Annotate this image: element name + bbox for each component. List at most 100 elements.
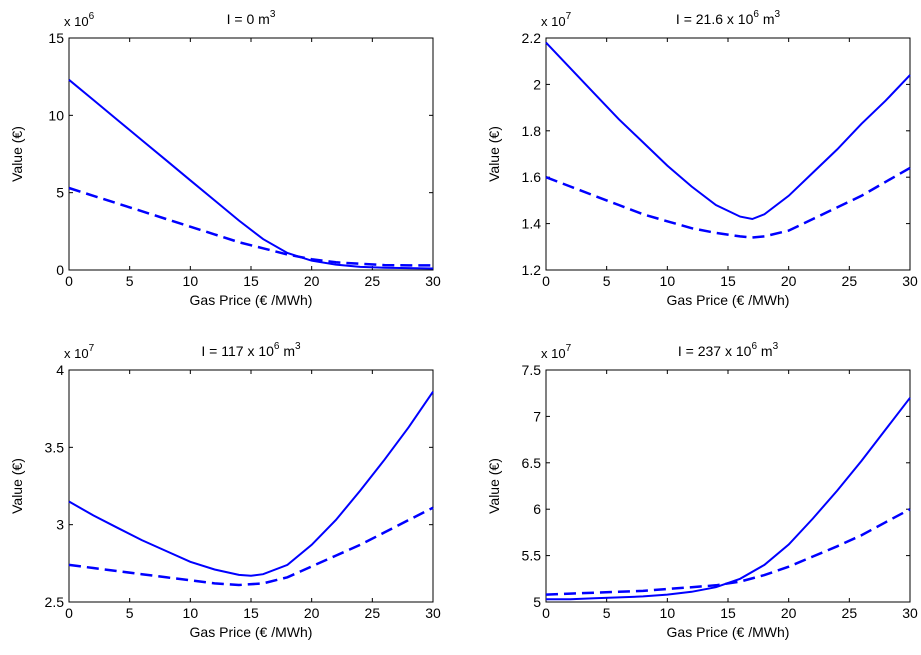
- plot-area: [545, 37, 911, 271]
- y-tick-label: 1.6: [522, 169, 542, 185]
- x-tick-label: 20: [304, 605, 320, 621]
- chart-title-sup: 6: [751, 341, 757, 352]
- x-tick-label: 10: [660, 605, 676, 621]
- y-tick-label: 1.2: [522, 262, 542, 278]
- x-tick-label: 5: [603, 273, 611, 289]
- y-tick-label: 7.5: [522, 362, 542, 378]
- x-tick-label: 0: [65, 605, 73, 621]
- x-tick-label: 25: [842, 605, 858, 621]
- series-line-solid: [545, 41, 911, 221]
- x-tick-label: 10: [660, 273, 676, 289]
- axis-exponent-label: x 107: [541, 343, 572, 361]
- chart-title-suffix: m: [757, 343, 773, 359]
- series-line-solid: [68, 79, 434, 270]
- y-axis-label: Value (€): [486, 458, 502, 514]
- axis-exponent-power: 6: [89, 11, 95, 22]
- axis-exponent-label: x 107: [64, 343, 95, 361]
- x-tick-label: 20: [781, 273, 797, 289]
- x-tick-label: 15: [243, 605, 259, 621]
- plot-area: [68, 37, 434, 271]
- x-tick-label: 0: [65, 273, 73, 289]
- series-line-solid: [68, 391, 434, 577]
- y-axis-label: Value (€): [9, 458, 25, 514]
- x-tick-label: 15: [243, 273, 259, 289]
- y-tick-label: 2: [533, 76, 541, 92]
- axis-exponent-power: 7: [89, 343, 95, 354]
- x-tick-label: 5: [126, 273, 134, 289]
- y-tick-label: 1.4: [522, 216, 542, 232]
- chart-title-suffix: m: [279, 343, 295, 359]
- series-line-dashed: [68, 506, 434, 587]
- x-tick-label: 20: [781, 605, 797, 621]
- series-line-dashed: [545, 508, 911, 596]
- y-axis-label: Value (€): [486, 126, 502, 182]
- x-tick-label: 10: [183, 605, 199, 621]
- y-tick-label: 1.8: [522, 123, 542, 139]
- x-tick-label: 20: [304, 273, 320, 289]
- y-tick-label: 2.5: [45, 594, 65, 610]
- y-axis-label: Value (€): [9, 126, 25, 182]
- x-tick-label: 30: [902, 273, 918, 289]
- y-tick-label: 6: [533, 501, 541, 517]
- chart-panel-3: 0 5 10 15 20 25 30 2.5 3 3.5 4x 107 I = 117 x 106 m…: [9, 341, 441, 640]
- plot-area: [68, 369, 434, 603]
- x-tick-label: 30: [425, 273, 441, 289]
- y-tick-label: 3: [56, 517, 64, 533]
- x-tick-label: 0: [542, 273, 550, 289]
- x-axis-label: Gas Price (€ /MWh): [667, 292, 790, 308]
- x-tick-label: 5: [126, 605, 134, 621]
- x-tick-label: 10: [183, 273, 199, 289]
- chart-title-main: I = 0 m: [227, 11, 270, 27]
- chart-title-sup: 6: [753, 9, 759, 20]
- x-axis-label: Gas Price (€ /MWh): [190, 624, 313, 640]
- chart-title-sup: 3: [270, 9, 276, 20]
- axis-exponent-power: 7: [566, 343, 572, 354]
- y-tick-label: 15: [48, 30, 64, 46]
- y-tick-label: 7: [533, 408, 541, 424]
- axis-exponent-power: 7: [566, 11, 572, 22]
- chart-title-main: I = 237 x 10: [678, 343, 752, 359]
- series-line-dashed: [68, 186, 433, 267]
- y-tick-label: 4: [56, 362, 64, 378]
- x-axis-label: Gas Price (€ /MWh): [190, 292, 313, 308]
- chart-title-suffix-sup: 3: [773, 341, 779, 352]
- x-tick-label: 25: [365, 273, 381, 289]
- chart-title: I = 237 x 106 m3: [678, 341, 779, 359]
- y-tick-label: 2.2: [522, 30, 542, 46]
- chart-title-suffix-sup: 3: [295, 341, 301, 352]
- x-tick-label: 25: [842, 273, 858, 289]
- axis-exponent-label: x 107: [541, 11, 572, 29]
- chart-title-sup: 6: [274, 341, 280, 352]
- chart-title-main: I = 117 x 10: [201, 343, 274, 359]
- axis-exponent-base: x 10: [64, 14, 89, 29]
- x-tick-label: 30: [425, 605, 441, 621]
- chart-title-suffix: m: [759, 11, 775, 27]
- chart-title: I = 0 m3: [227, 9, 276, 27]
- x-tick-label: 25: [365, 605, 381, 621]
- x-tick-label: 15: [720, 605, 736, 621]
- y-tick-label: 5: [56, 185, 64, 201]
- axis-exponent-base: x 10: [541, 14, 566, 29]
- chart-title: I = 21.6 x 106 m3: [676, 9, 781, 27]
- axis-exponent-base: x 10: [64, 346, 89, 361]
- y-tick-label: 0: [56, 262, 64, 278]
- x-tick-label: 30: [902, 605, 918, 621]
- y-tick-label: 3.5: [45, 439, 65, 455]
- axis-exponent-label: x 106: [64, 11, 95, 29]
- y-tick-label: 10: [48, 107, 64, 123]
- plot-area: [545, 369, 911, 603]
- x-tick-label: 15: [720, 273, 736, 289]
- y-tick-label: 5: [533, 594, 541, 610]
- x-axis-label: Gas Price (€ /MWh): [667, 624, 790, 640]
- axis-exponent-base: x 10: [541, 346, 566, 361]
- chart-title: I = 117 x 106 m3: [201, 341, 301, 359]
- y-tick-label: 6.5: [522, 455, 542, 471]
- y-tick-label: 5.5: [522, 548, 542, 564]
- x-tick-label: 5: [603, 605, 611, 621]
- x-tick-label: 0: [542, 605, 550, 621]
- chart-title-main: I = 21.6 x 10: [676, 11, 754, 27]
- series-line-dashed: [545, 166, 911, 239]
